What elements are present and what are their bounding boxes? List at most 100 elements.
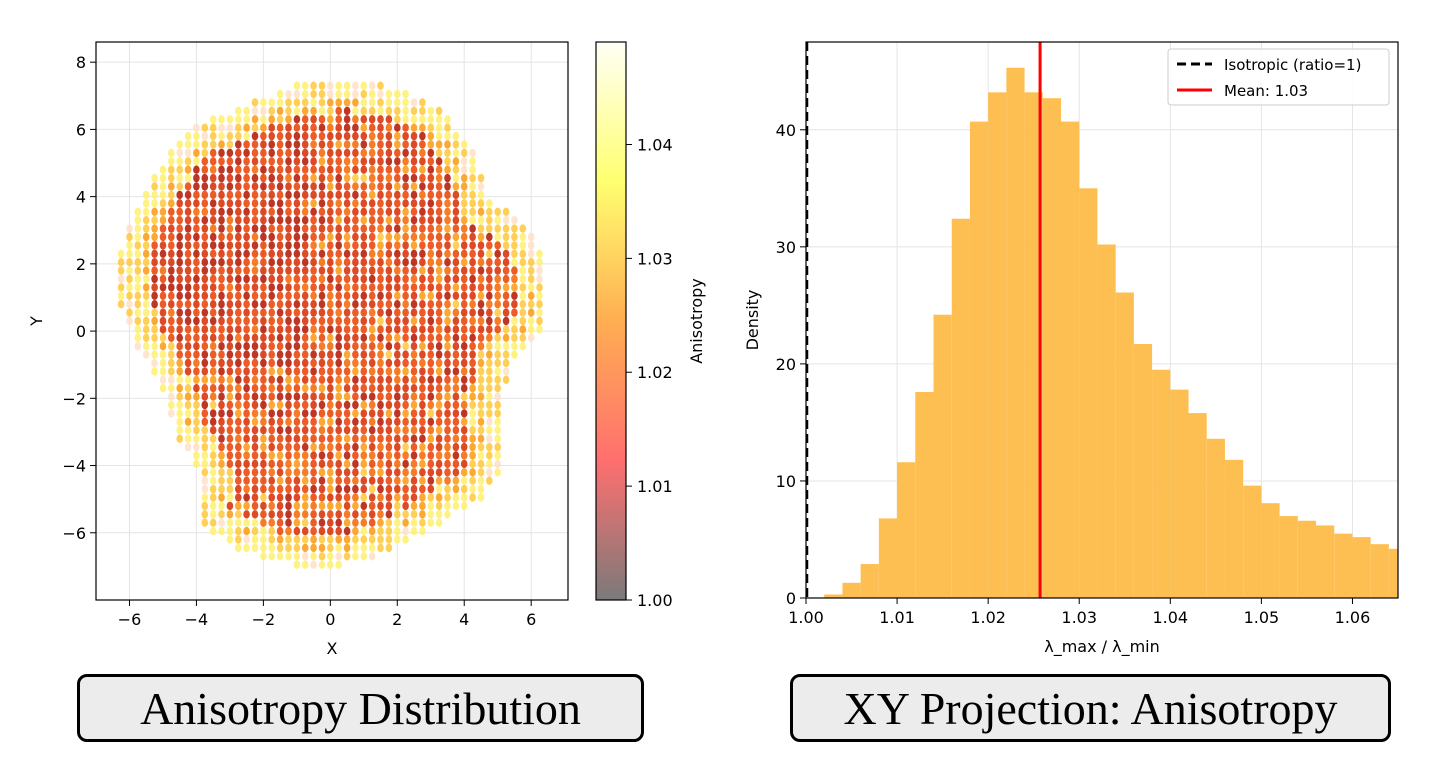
scatter-point	[293, 98, 301, 107]
scatter-point	[318, 115, 326, 124]
scatter-point	[335, 199, 343, 208]
scatter-point	[268, 115, 276, 124]
histogram-bar	[1188, 413, 1207, 598]
scatter-point	[176, 148, 183, 158]
scatter-point	[184, 384, 192, 393]
scatter-point	[310, 459, 317, 469]
scatter-point	[276, 131, 284, 141]
scatter-point	[193, 190, 200, 200]
scatter-point	[193, 258, 200, 267]
scatter-point	[360, 442, 368, 452]
scatter-point	[276, 417, 284, 426]
scatter-point	[368, 459, 376, 469]
scatter-point	[184, 367, 192, 376]
scatter-point	[460, 224, 468, 233]
scatter-point	[511, 216, 518, 225]
scatter-point	[402, 216, 409, 225]
scatter-point	[385, 316, 393, 326]
scatter-point	[327, 224, 334, 233]
scatter-point	[368, 350, 376, 359]
scatter-point	[193, 459, 200, 469]
scatter-point	[394, 300, 401, 309]
scatter-point	[310, 434, 317, 443]
scatter-point	[368, 501, 376, 511]
scatter-point	[226, 426, 234, 435]
scatter-point	[301, 451, 309, 460]
scatter-point	[360, 89, 368, 99]
scatter-point	[360, 367, 368, 376]
scatter-point	[419, 375, 426, 384]
scatter-point	[477, 300, 485, 309]
scatter-point	[469, 199, 476, 208]
scatter-point	[251, 350, 259, 359]
scatter-point	[310, 409, 317, 418]
scatter-point	[276, 115, 284, 124]
scatter-point	[301, 392, 309, 401]
scatter-point	[243, 510, 250, 519]
scatter-point	[427, 358, 435, 368]
scatter-point	[477, 426, 485, 435]
scatter-point	[427, 157, 435, 166]
scatter-point	[435, 131, 443, 141]
scatter-point	[394, 115, 401, 124]
scatter-point	[502, 333, 510, 342]
scatter-point	[310, 224, 317, 233]
scatter-point	[218, 308, 225, 317]
scatter-point	[134, 316, 142, 326]
scatter-point	[268, 543, 276, 553]
scatter-point	[218, 484, 225, 494]
scatter-point	[193, 199, 200, 208]
scatter-point	[276, 232, 284, 242]
scatter-point	[477, 199, 485, 208]
scatter-point	[486, 316, 493, 326]
scatter-point	[402, 182, 409, 191]
scatter-point	[394, 442, 401, 452]
scatter-point	[368, 400, 376, 410]
scatter-point	[243, 384, 250, 393]
scatter-point	[226, 232, 234, 242]
scatter-point	[402, 367, 409, 376]
scatter-point	[419, 325, 426, 334]
scatter-point	[268, 358, 276, 368]
scatter-point	[285, 476, 292, 485]
scatter-point	[268, 266, 276, 275]
scatter-x-tick-label: 6	[526, 610, 536, 629]
scatter-point	[410, 526, 418, 536]
scatter-point	[276, 333, 284, 342]
scatter-point	[260, 409, 267, 418]
scatter-point	[410, 417, 418, 426]
scatter-point	[327, 123, 334, 132]
scatter-point	[368, 308, 376, 317]
scatter-point	[293, 173, 301, 183]
scatter-point	[327, 535, 334, 544]
scatter-point	[301, 409, 309, 418]
scatter-point	[168, 258, 175, 267]
scatter-point	[235, 426, 242, 435]
scatter-point	[343, 308, 351, 317]
scatter-point	[260, 283, 267, 292]
scatter-point	[360, 426, 368, 435]
scatter-point	[343, 182, 351, 191]
scatter-point	[226, 148, 234, 158]
scatter-point	[477, 274, 485, 284]
scatter-point	[235, 148, 242, 158]
scatter-point	[394, 451, 401, 460]
scatter-point	[318, 484, 326, 494]
scatter-point	[285, 350, 292, 359]
scatter-point	[410, 476, 418, 485]
scatter-point	[268, 249, 276, 258]
scatter-point	[176, 173, 183, 183]
scatter-point	[168, 199, 175, 208]
scatter-point	[209, 493, 217, 502]
scatter-point	[460, 358, 468, 368]
scatter-point	[318, 426, 326, 435]
scatter-point	[352, 173, 359, 183]
scatter-point	[134, 224, 142, 233]
scatter-y-tick-label: −4	[62, 457, 86, 476]
scatter-point	[452, 476, 460, 485]
scatter-y-tick-label: 0	[76, 322, 86, 341]
scatter-point	[419, 232, 426, 242]
scatter-point	[260, 148, 267, 158]
scatter-point	[276, 89, 284, 99]
scatter-point	[184, 258, 192, 267]
